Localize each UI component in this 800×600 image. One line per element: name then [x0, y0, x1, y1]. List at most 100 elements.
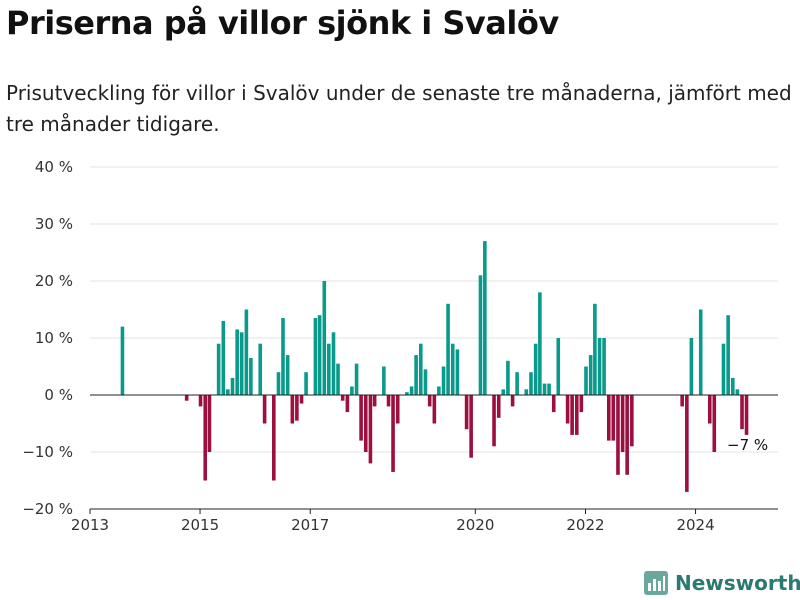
- bar: [575, 395, 579, 435]
- bar: [478, 275, 483, 395]
- bar: [203, 395, 208, 481]
- bar: [414, 355, 418, 395]
- x-tick-label: 2020: [456, 516, 494, 534]
- bar: [363, 395, 368, 452]
- bar-chart-logo-icon: [644, 571, 668, 595]
- bar: [565, 395, 570, 424]
- bar: [395, 395, 400, 424]
- bar: [345, 395, 350, 413]
- x-tick-label: 2017: [291, 516, 329, 534]
- y-tick-label: −20 %: [22, 500, 73, 518]
- bar: [506, 360, 510, 395]
- bar: [620, 395, 625, 452]
- bar: [391, 395, 395, 472]
- bar: [533, 343, 538, 395]
- bar: [272, 395, 276, 481]
- brand-logo[interactable]: Newsworthy: [644, 566, 800, 600]
- bar: [331, 332, 336, 395]
- bar: [556, 338, 561, 395]
- x-tick-label: 2024: [676, 516, 714, 534]
- bar: [606, 395, 611, 441]
- bar: [350, 386, 354, 395]
- bar: [216, 343, 221, 395]
- bar: [405, 392, 409, 395]
- bar: [262, 395, 267, 424]
- bar: [529, 372, 533, 395]
- bar: [726, 315, 730, 395]
- bar: [226, 389, 230, 395]
- bar: [437, 386, 441, 395]
- bar: [625, 395, 629, 475]
- bar: [281, 318, 285, 395]
- bar: [340, 395, 345, 401]
- bar: [372, 395, 377, 407]
- bar: [616, 395, 620, 475]
- bar: [721, 343, 726, 395]
- x-tick-label: 2015: [181, 516, 219, 534]
- bar: [239, 332, 244, 395]
- bar: [322, 281, 327, 395]
- bar: [588, 355, 593, 395]
- bar: [510, 395, 515, 407]
- bar: [602, 338, 606, 395]
- bar: [680, 395, 684, 407]
- bar: [707, 395, 712, 424]
- bar: [432, 395, 437, 424]
- bar: [198, 395, 203, 407]
- bar: [230, 377, 235, 395]
- bar: [386, 395, 391, 407]
- bar: [221, 320, 226, 395]
- bar: [304, 372, 308, 395]
- bar: [299, 395, 304, 404]
- bar: [244, 309, 249, 395]
- bar: [469, 395, 473, 458]
- bar: [515, 372, 519, 395]
- bar: [735, 389, 740, 395]
- bar: [597, 338, 602, 395]
- bar: [501, 389, 506, 395]
- bar: [441, 366, 446, 395]
- bar: [313, 318, 318, 395]
- bar: [740, 395, 744, 430]
- bar: [685, 395, 689, 492]
- bar: [409, 386, 414, 395]
- bar: [712, 395, 717, 452]
- bar: [584, 366, 588, 395]
- bar: [120, 326, 125, 395]
- bar: [698, 309, 703, 395]
- y-tick-label: −10 %: [22, 443, 73, 461]
- bar: [446, 303, 450, 395]
- bar: [418, 343, 423, 395]
- y-tick-label: 30 %: [35, 215, 73, 233]
- bar: [258, 343, 263, 395]
- chart-subtitle: Prisutveckling för villor i Svalöv under…: [6, 81, 792, 136]
- bar: [184, 395, 189, 401]
- bar: [295, 395, 299, 421]
- bar: [496, 395, 501, 418]
- bar: [427, 395, 432, 407]
- bar: [368, 395, 373, 464]
- bar: [483, 241, 487, 395]
- bar: [731, 377, 735, 395]
- x-tick-label: 2013: [71, 516, 109, 534]
- bar: [327, 343, 331, 395]
- y-tick-label: 10 %: [35, 329, 73, 347]
- bar: [744, 395, 749, 435]
- bar: [464, 395, 469, 430]
- y-tick-label: 0 %: [44, 386, 73, 404]
- last-value-annotation: −7 %: [727, 436, 768, 454]
- bar: [290, 395, 295, 424]
- bar: [570, 395, 574, 435]
- bar: [359, 395, 363, 441]
- bar: [354, 363, 359, 395]
- y-tick-label: 20 %: [35, 272, 73, 290]
- bar: [235, 329, 239, 395]
- bar: [542, 383, 547, 395]
- bar: [492, 395, 496, 447]
- bar: [455, 349, 460, 395]
- bar: [689, 338, 694, 395]
- bar: [382, 366, 386, 395]
- bar: [630, 395, 634, 447]
- bar: [538, 292, 542, 395]
